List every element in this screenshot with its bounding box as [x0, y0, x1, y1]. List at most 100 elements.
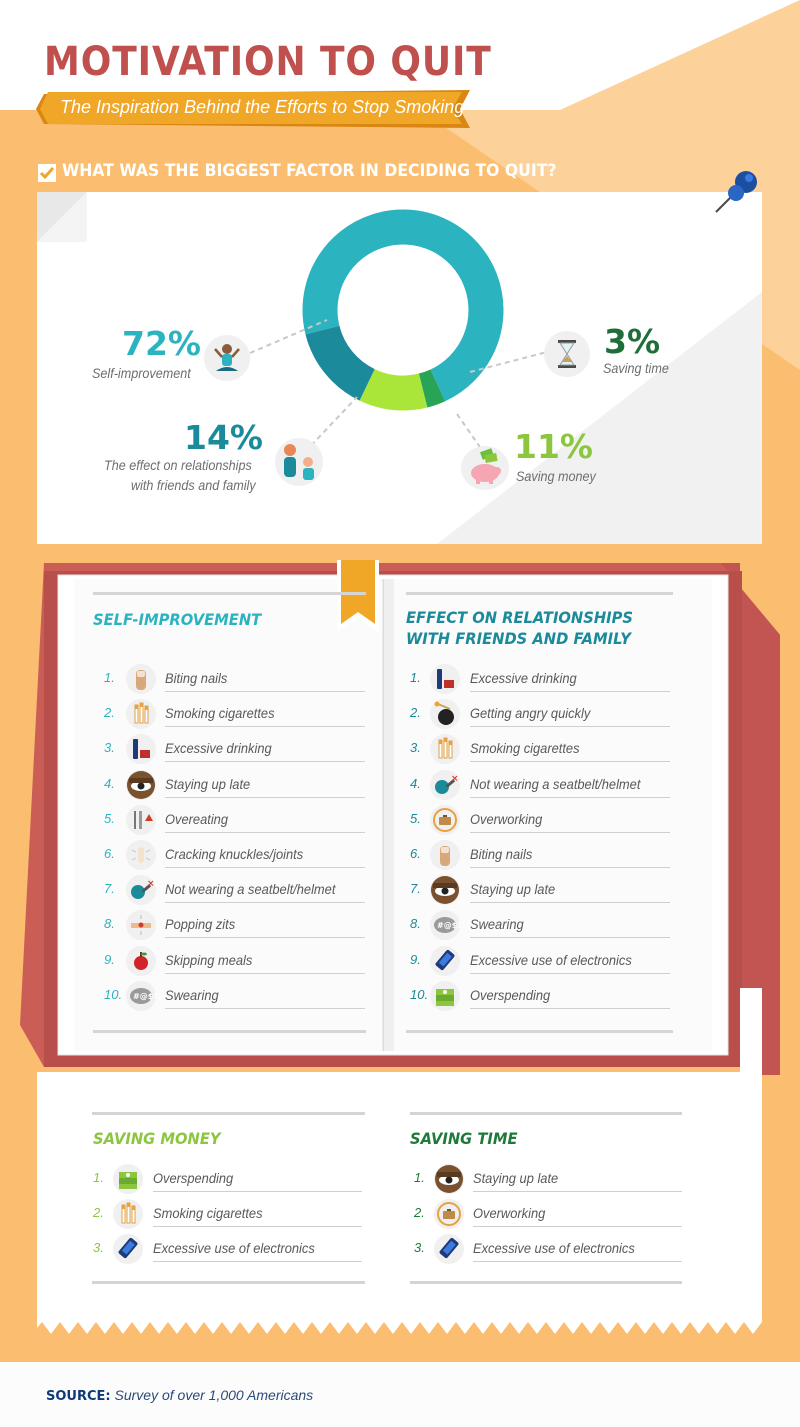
list-item-text: Overeating: [165, 810, 229, 827]
list-item-number: 7.: [104, 881, 115, 897]
fork-knife-icon: [126, 804, 156, 835]
list-item-divider: [165, 972, 365, 974]
piggy-bank-icon: [461, 446, 509, 490]
list-item-divider: [473, 1226, 682, 1227]
list-item-text: Smoking cigarettes: [470, 740, 580, 757]
list-item-divider: [165, 726, 365, 728]
donut-chart: [302, 209, 504, 411]
list-item-text: Not wearing a seatbelt/helmet: [470, 775, 641, 792]
list-item-divider: [165, 902, 365, 904]
list-item-divider: [470, 867, 670, 868]
list-item-number: 1.: [414, 1170, 425, 1185]
list-item-number: 4.: [104, 775, 115, 791]
list-item-divider: [470, 937, 670, 939]
list-item-number: 2.: [93, 1205, 104, 1220]
cigarettes-icon: [430, 734, 460, 765]
page-subtitle: The Inspiration Behind the Efforts to St…: [60, 97, 465, 117]
list-title-self-improvement: SELF-IMPROVEMENT: [93, 610, 262, 629]
bottom-card: [37, 988, 762, 1334]
list-item-divider: [165, 761, 365, 763]
list-item-number: 8.: [104, 916, 115, 932]
list-item-divider: [165, 796, 365, 798]
list-item-text: Getting angry quickly: [470, 705, 591, 722]
checkbox-icon: [38, 164, 56, 182]
list-item-divider: [165, 831, 365, 833]
list-item-text: Skipping meals: [165, 951, 253, 968]
meditation-icon: [204, 335, 250, 381]
list-item-text: Biting nails: [470, 846, 533, 862]
list-item-divider: [470, 1007, 670, 1009]
hourglass-icon: [544, 331, 590, 377]
apple-icon: [126, 945, 156, 976]
pct-self-improvement: 72%: [122, 324, 201, 363]
list-separator: [410, 1112, 682, 1115]
question-heading: WHAT WAS THE BIGGEST FACTOR IN DECIDING …: [62, 161, 557, 181]
list-title-relationships-line1: EFFECT ON RELATIONSHIPS: [406, 608, 634, 627]
list-separator: [93, 592, 366, 595]
list-item-number: 6.: [104, 846, 115, 861]
list-title-relationships-line2: WITH FRIENDS AND FAMILY: [406, 629, 631, 648]
chart-panel: [37, 192, 762, 544]
list-item-number: 2.: [414, 1205, 425, 1220]
list-item-divider: [165, 1007, 365, 1009]
list-separator: [406, 592, 673, 595]
list-item-text: Swearing: [470, 916, 524, 933]
list-separator: [92, 1112, 365, 1115]
bookmark-ribbon: [337, 560, 379, 632]
label-saving-time: Saving time: [603, 360, 669, 376]
list-item-divider: [153, 1226, 362, 1227]
list-item-text: Overworking: [470, 810, 543, 827]
money-icon: [430, 980, 460, 1011]
list-item-text: Staying up late: [470, 881, 556, 898]
label-relationships-line2: with friends and family: [131, 477, 256, 493]
list-item-text: Not wearing a seatbelt/helmet: [165, 881, 336, 898]
cigarettes-icon: [126, 699, 156, 730]
list-item-divider: [165, 867, 365, 868]
list-item-number: 10.: [410, 986, 429, 1002]
svg-text:×: ×: [147, 879, 155, 889]
list-item-divider: [153, 1261, 362, 1262]
drinking-icon: [430, 664, 460, 694]
list-item-number: 6.: [410, 846, 421, 861]
list-item-text: Excessive use of electronics: [473, 1240, 635, 1256]
list-item-divider: [473, 1261, 682, 1262]
list-item-text: Overworking: [473, 1205, 546, 1221]
list-separator: [406, 1030, 673, 1033]
pct-saving-time: 3%: [604, 322, 661, 361]
donut-slice-saving-money: [359, 368, 428, 411]
eye-icon: [430, 875, 460, 906]
label-self-improvement: Self-improvement: [92, 365, 191, 381]
bomb-icon: [430, 699, 460, 730]
label-saving-money: Saving money: [516, 468, 596, 484]
list-item-number: 3.: [93, 1240, 104, 1255]
list-item-text: Overspending: [470, 986, 551, 1003]
list-item-number: 5.: [410, 810, 421, 826]
chart-canvas: [37, 192, 762, 544]
svg-text:#@$!: #@$!: [133, 992, 156, 1001]
seatbelt-icon: ×: [430, 769, 460, 800]
label-relationships-line1: The effect on relationships: [104, 457, 252, 473]
list-item-number: 5.: [104, 810, 115, 826]
briefcase-icon: [430, 804, 460, 835]
phone-icon: [430, 945, 460, 976]
source-note: SOURCE: Survey of over 1,000 Americans: [46, 1386, 313, 1406]
swearing-icon: #@$!: [430, 910, 461, 941]
list-item-divider: [470, 902, 670, 904]
list-item-number: 1.: [93, 1170, 104, 1185]
list-item-number: 8.: [410, 916, 421, 932]
swearing-icon: #@$!: [126, 980, 157, 1011]
cigarettes-icon: [113, 1199, 143, 1229]
list-item-divider: [153, 1191, 362, 1192]
list-item-number: 3.: [104, 740, 115, 756]
list-item-divider: [470, 796, 670, 798]
money-icon: [113, 1164, 143, 1194]
list-item-text: Biting nails: [165, 670, 228, 686]
list-item-number: 9.: [104, 951, 115, 967]
book-cover: [20, 563, 780, 1075]
list-item-text: Staying up late: [165, 775, 251, 792]
list-item-number: 1.: [410, 670, 421, 685]
list-item-number: 7.: [410, 881, 421, 897]
source-text: Survey of over 1,000 Americans: [114, 1387, 314, 1403]
list-item-divider: [470, 761, 670, 763]
list-item-text: Smoking cigarettes: [165, 705, 275, 722]
